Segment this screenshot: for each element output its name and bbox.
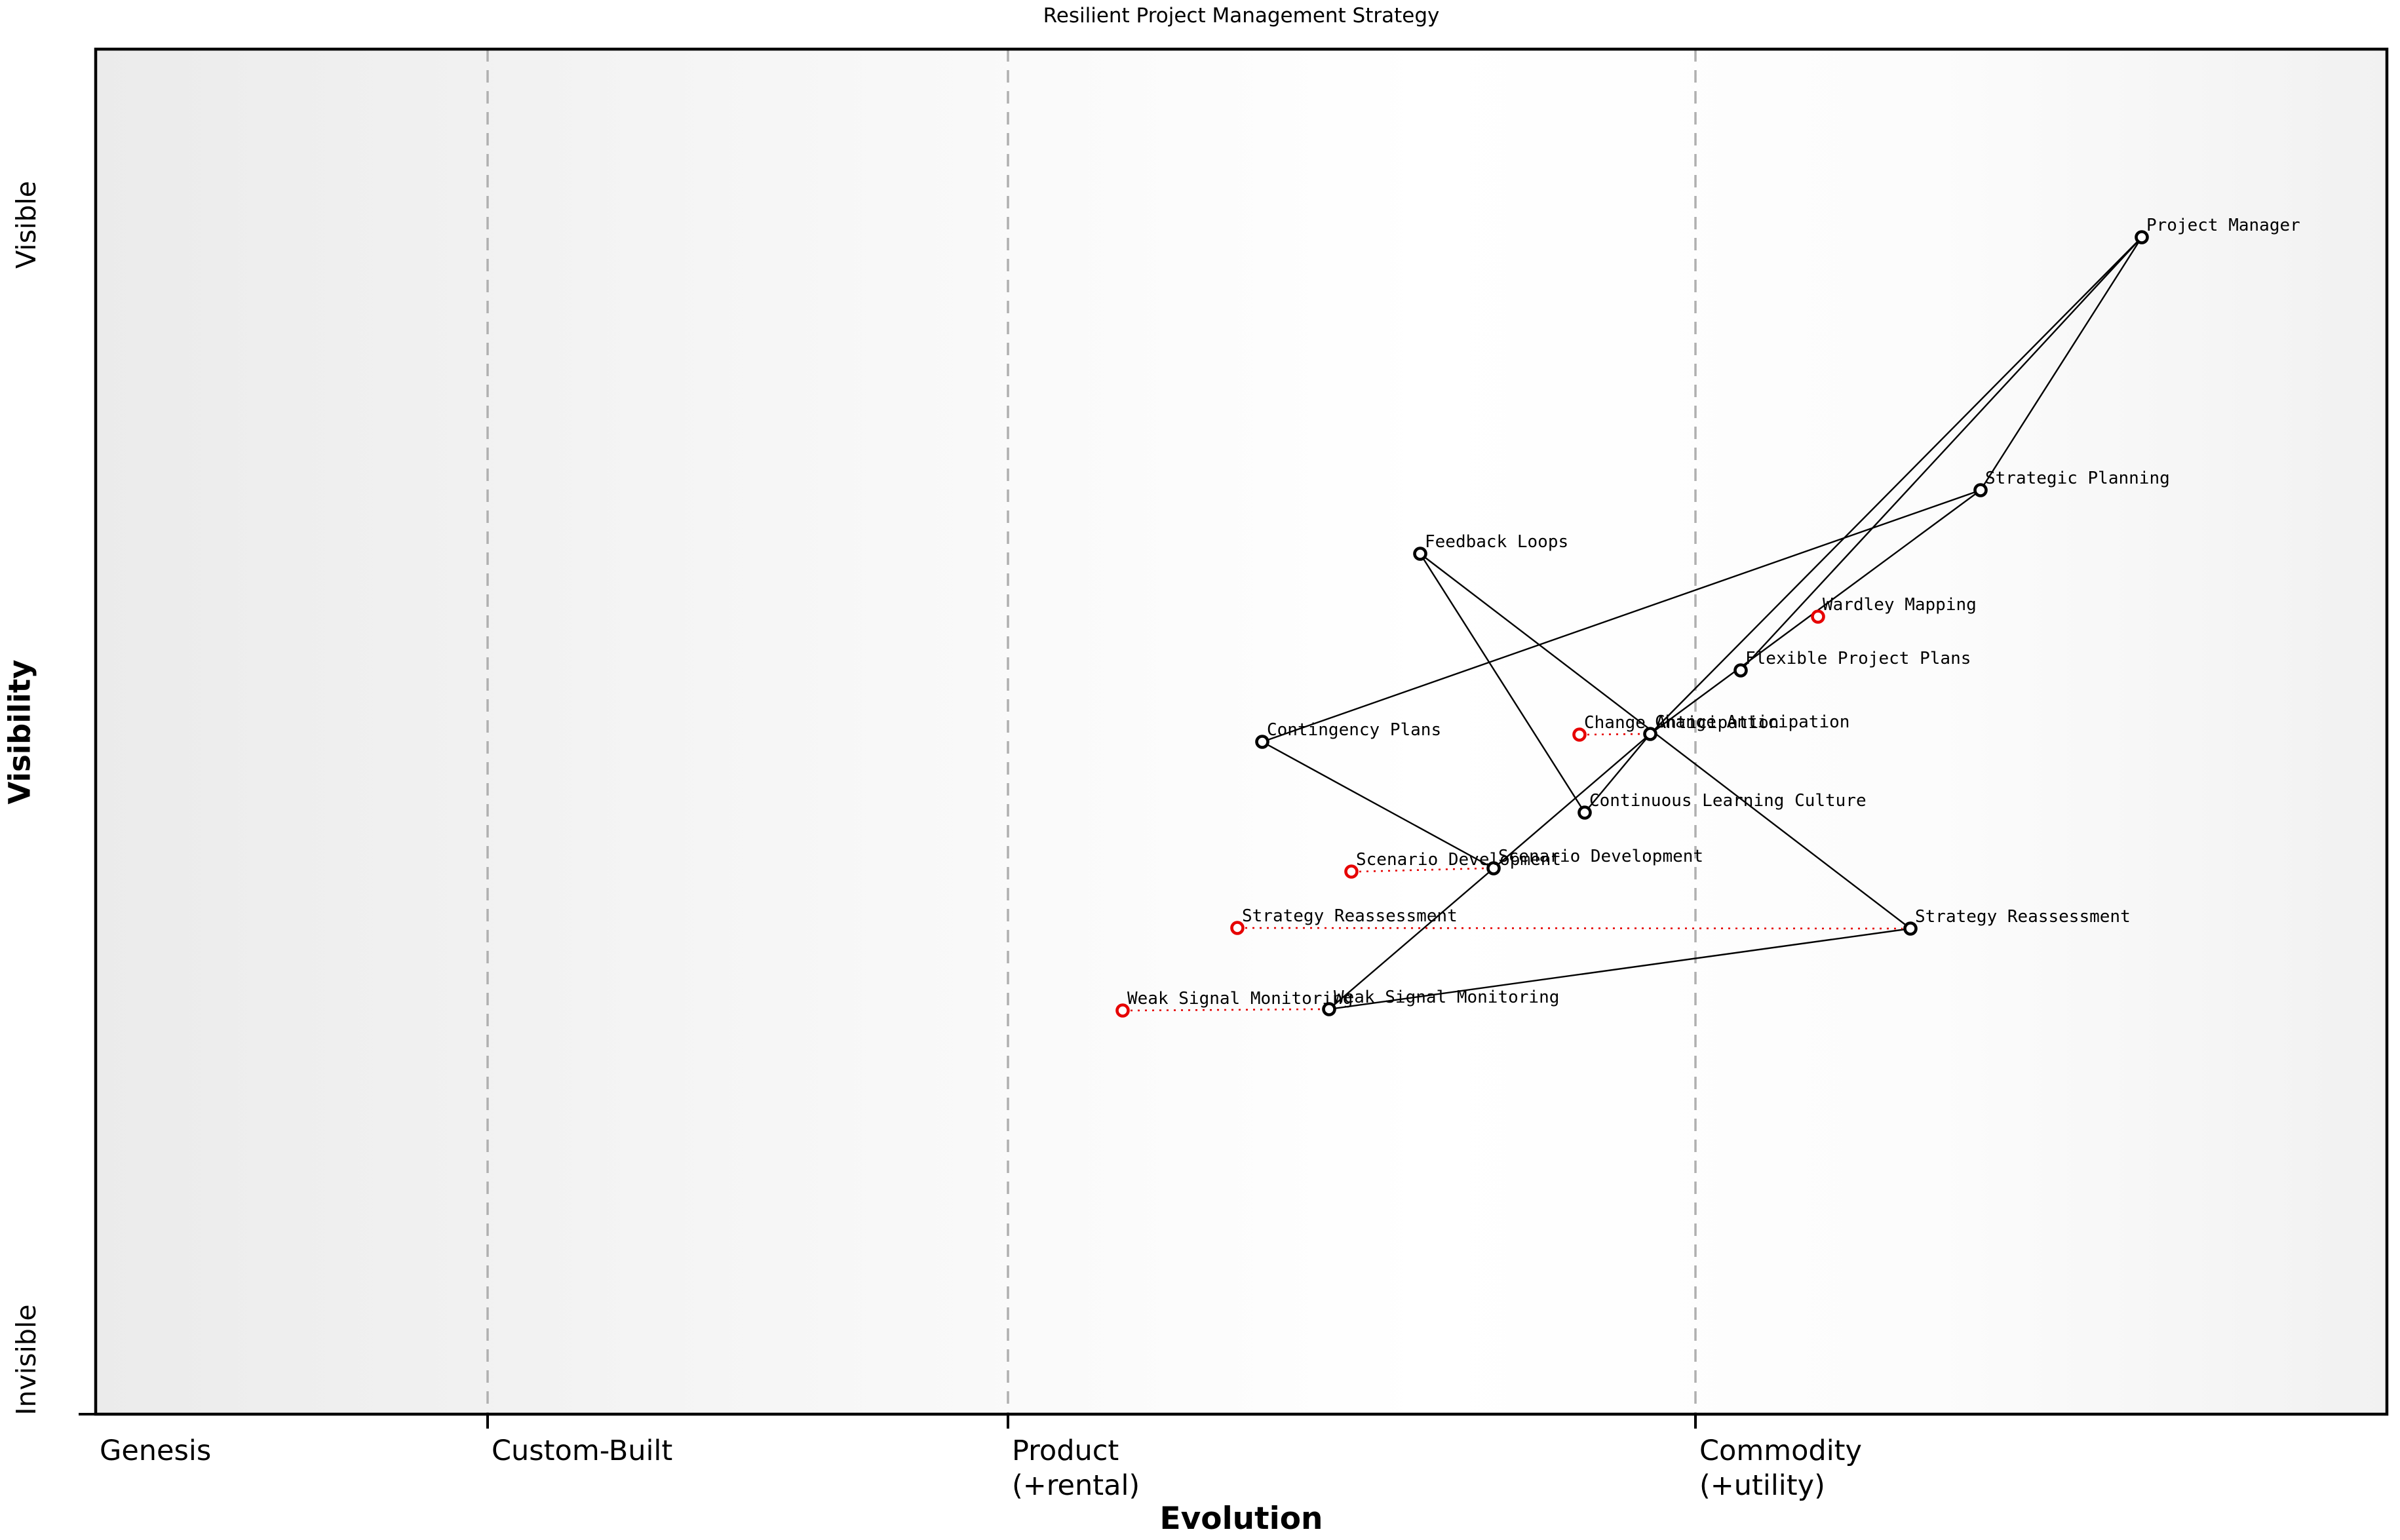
stage-label-3: Commodity (+utility) [1699,1434,1862,1502]
edge-weak-signal-monitoring--strategy-reassessment [1328,927,1911,1011]
stage-label-2: Product (+rental) [1012,1434,1140,1502]
node-change-anticipation-evolve [1572,727,1587,742]
y-tick-visible: Visible [10,181,42,269]
node-label-continuous-learning-culture: Continuous Learning Culture [1589,791,1867,811]
node-label-strategic-planning: Strategic Planning [1985,469,2170,488]
node-contingency-plans [1255,735,1269,749]
node-label-strategy-reassessment: Strategy Reassessment [1915,907,2131,927]
node-scenario-development [1486,861,1501,876]
node-label-wardley-mapping: Wardley Mapping [1823,595,1977,615]
edge-change-anticipation--scenario-development [1493,733,1651,869]
node-weak-signal-monitoring [1322,1002,1336,1016]
node-strategic-planning [1973,483,1988,497]
node-strategy-reassessment [1903,921,1918,936]
stage-label-1: Custom-Built [492,1434,673,1467]
map-nodes [1115,230,2149,1018]
node-feedback-loops [1413,547,1427,561]
node-label-strategy-reassessment-evolve: Strategy Reassessment [1242,906,1458,926]
evolve-link-weak-signal-monitoring [1130,1008,1322,1012]
x-axis-title: Evolution [1159,1501,1323,1537]
edge-feedback-loops--continuous-learning-culture [1419,553,1586,813]
y-tick-invisible: Invisible [10,1304,42,1415]
node-labels: Project Manager Strategic Planning Feedbac… [1127,216,2300,1009]
node-label-flexible-project-plans: Flexible Project Plans [1745,649,1971,668]
node-label-scenario-development: Scenario Development [1498,847,1703,866]
evolve-links [1130,733,1903,1012]
node-flexible-project-plans [1733,663,1748,678]
stage-label-0: Genesis [100,1434,212,1467]
plot-background [96,49,2387,1414]
node-weak-signal-monitoring-evolve [1115,1003,1130,1018]
node-change-anticipation [1643,727,1657,741]
dependency-edges [1262,237,2143,1011]
edge-feedback-loops--strategy-reassessment [1420,553,1911,929]
edge-project-manager--strategic-planning [1979,237,2143,491]
node-label-contingency-plans: Contingency Plans [1267,720,1441,740]
node-label-change-anticipation-evolve: Change Anticipation [1584,713,1779,733]
evolve-link-strategy-reassessment [1245,927,1903,930]
node-label-weak-signal-monitoring-evolve: Weak Signal Monitoring [1127,989,1353,1009]
edge-change-anticipation--continuous-learning-culture [1584,733,1651,813]
edge-scenario-development--weak-signal-monitoring [1328,868,1494,1010]
node-label-project-manager: Project Manager [2146,216,2300,235]
edge-contingency-plans--scenario-development [1262,741,1494,870]
node-label-change-anticipation: Change Anticipation [1655,712,1849,732]
node-label-feedback-loops: Feedback Loops [1425,532,1568,552]
node-scenario-development-evolve [1344,864,1359,879]
node-wardley-mapping [1811,609,1825,624]
node-strategy-reassessment-evolve [1230,921,1245,935]
stage-gridlines [486,49,1697,1414]
node-label-scenario-development-evolve: Scenario Development [1356,850,1561,870]
edge-project-manager--change-anticipation [1650,237,2142,735]
node-project-manager [2135,230,2149,244]
y-axis-title: Visibility [2,659,37,805]
edge-project-manager--flexible-project-plans [1740,237,2142,671]
edge-strategic-planning--contingency-plans [1262,489,1981,743]
figure-title: Resilient Project Management Strategy [1043,4,1440,28]
axis-ticks [79,1413,1697,1429]
node-label-weak-signal-monitoring: Weak Signal Monitoring [1334,988,1559,1007]
plot-border [94,47,2389,1416]
node-continuous-learning-culture [1577,805,1592,820]
